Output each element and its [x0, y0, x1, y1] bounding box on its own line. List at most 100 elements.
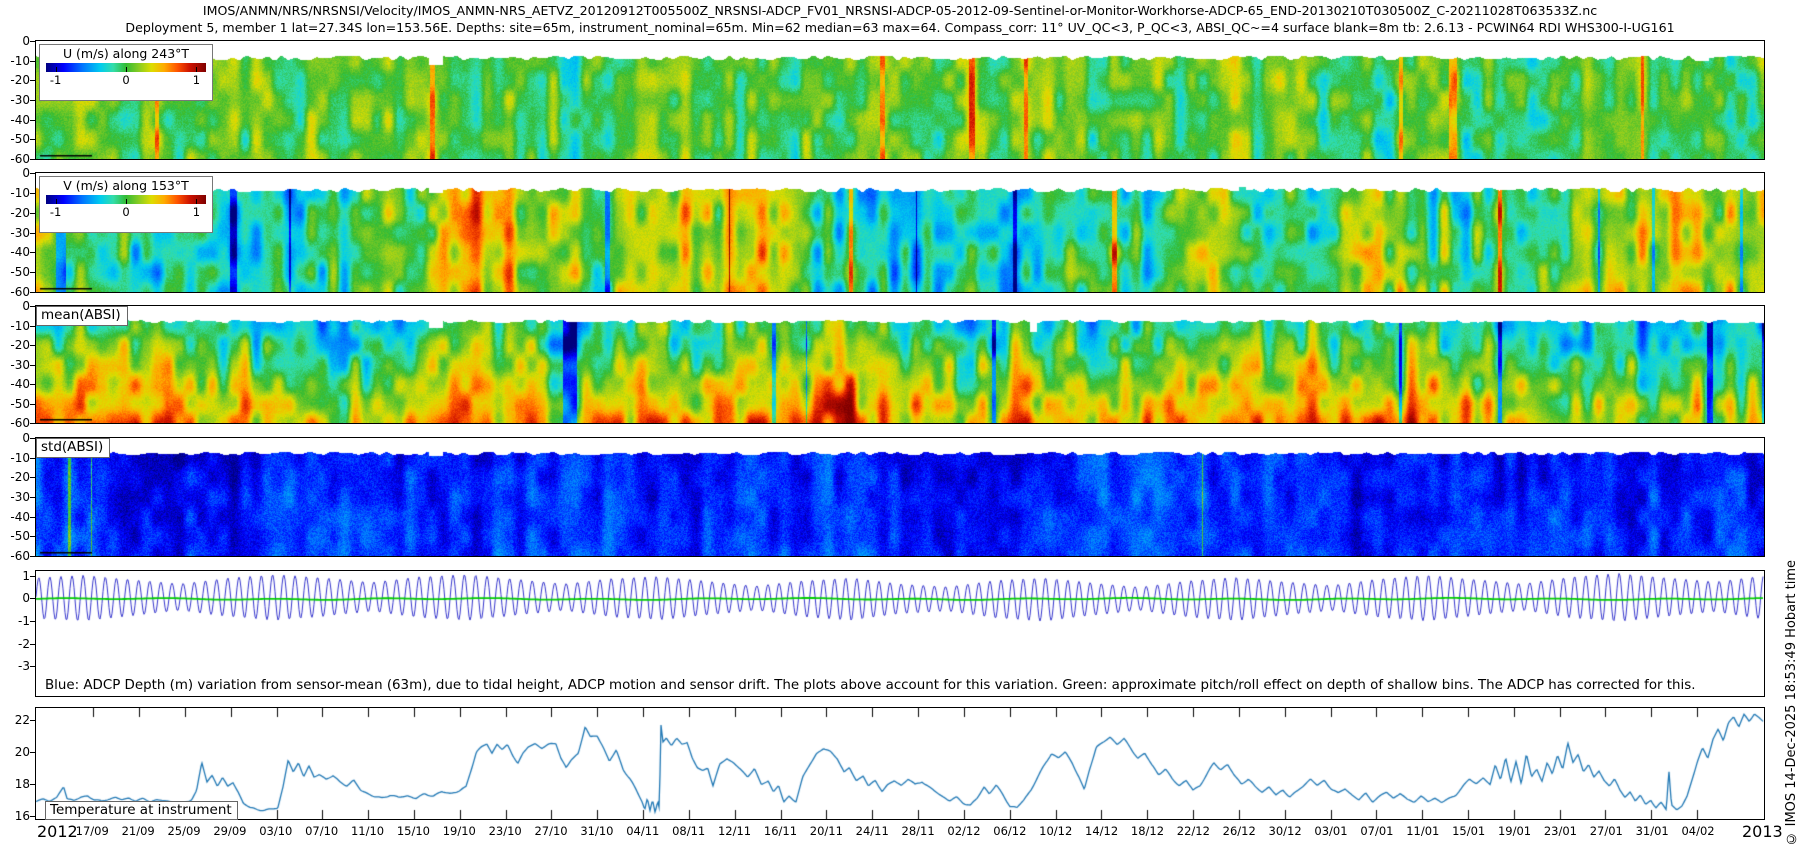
panel-temperature: Temperature at instrument [35, 707, 1765, 820]
y-tick-label: -60 [10, 152, 30, 166]
v-colorbar [46, 195, 206, 204]
depth-variation-line-chart [36, 571, 1764, 696]
y-tick-mark [30, 325, 35, 327]
y-tick-label: 0 [22, 166, 30, 180]
x-tick-label: 27/10 [534, 824, 568, 838]
y-tick-mark [30, 438, 35, 439]
depth-variation-caption: Blue: ADCP Depth (m) variation from sens… [45, 678, 1696, 693]
y-tick-mark [30, 345, 35, 346]
y-tick-label: -10 [10, 185, 30, 200]
y-tick-mark [30, 516, 35, 518]
y-tick-mark [30, 556, 35, 557]
y-tick-mark [30, 536, 35, 538]
y-tick-mark [30, 159, 35, 160]
y-tick-mark [30, 384, 35, 385]
y-tick-label: -10 [10, 318, 30, 333]
colorbar-tick-mark [55, 199, 57, 204]
x-tick-label: 02/12 [947, 824, 981, 838]
x-tick-label: 10/12 [1039, 824, 1073, 838]
x-tick-label: 12/11 [717, 824, 752, 838]
year-label-start: 2012 [37, 822, 78, 841]
x-tick-label: 19/10 [442, 824, 476, 838]
y-tick-mark [30, 666, 35, 668]
y-tick-mark [30, 306, 35, 307]
y-tick-mark [30, 41, 35, 42]
y-tick-mark [30, 272, 35, 274]
y-tick-label: 16 [14, 808, 30, 823]
panel-mean-absi: mean(ABSI) [35, 305, 1765, 424]
y-tick-label: -30 [10, 93, 30, 107]
y-tick-mark [30, 497, 35, 498]
y-tick-label: -40 [10, 245, 30, 260]
x-tick-label: 20/11 [809, 824, 843, 838]
y-tick-label: -20 [10, 205, 30, 220]
imos-watermark: © IMOS 14-Dec-2025 18:53:49 Hobart time [1784, 560, 1799, 846]
x-tick-label: 21/09 [121, 824, 155, 838]
x-tick-label: 25/09 [167, 824, 201, 838]
colorbar-tick-label: -1 [49, 205, 62, 219]
y-tick-label: -50 [10, 132, 30, 147]
x-tick-label: 06/12 [993, 824, 1027, 838]
year-label-end: 2013 [1742, 822, 1783, 841]
y-tick-label: -30 [10, 357, 30, 372]
x-tick-label: 11/10 [350, 824, 385, 838]
y-tick-mark [30, 719, 35, 721]
y-tick-label: -1 [18, 614, 30, 628]
y-tick-label: -50 [10, 529, 30, 544]
y-tick-label: -10 [10, 450, 30, 465]
y-tick-label: -60 [10, 285, 30, 299]
y-tick-mark [30, 212, 35, 214]
y-tick-label: -20 [10, 338, 30, 352]
y-tick-mark [30, 139, 35, 141]
temperature-label: Temperature at instrument [45, 801, 238, 820]
y-tick-label: -2 [18, 636, 30, 651]
y-tick-mark [30, 621, 35, 622]
v-colorbar-legend: V (m/s) along 153°T -1 0 1 [39, 176, 213, 233]
x-tick-label: 07/10 [305, 824, 339, 838]
y-tick-mark [30, 292, 35, 293]
x-tick-label: 30/12 [1268, 824, 1302, 838]
x-tick-label: 11/01 [1406, 824, 1440, 838]
y-tick-mark [30, 643, 35, 645]
y-tick-label: -3 [18, 659, 30, 674]
y-tick-label: -50 [10, 265, 30, 280]
u-colorbar-ticks: -1 0 1 [46, 72, 206, 87]
x-tick-label: 26/12 [1222, 824, 1256, 838]
colorbar-tick-label: 1 [192, 73, 201, 87]
panel-depth-variation: Blue: ADCP Depth (m) variation from sens… [35, 570, 1765, 697]
x-tick-label: 29/09 [213, 824, 247, 838]
mean-absi-label: mean(ABSI) [36, 306, 128, 326]
x-tick-label: 14/12 [1085, 824, 1119, 838]
y-tick-label: 22 [14, 712, 30, 727]
temperature-line-chart [36, 708, 1764, 819]
colorbar-tick-mark [55, 67, 57, 72]
x-tick-label: 31/10 [580, 824, 614, 838]
y-tick-label: 0 [22, 299, 30, 313]
x-tick-label: 27/01 [1589, 824, 1623, 838]
x-tick-label: 28/11 [901, 824, 935, 838]
y-tick-mark [30, 119, 35, 121]
v-velocity-heatmap [36, 173, 1764, 292]
x-tick-label: 04/02 [1681, 824, 1715, 838]
x-tick-label: 31/01 [1635, 824, 1669, 838]
y-tick-mark [30, 423, 35, 424]
x-tick-label: 03/10 [259, 824, 293, 838]
colorbar-tick-mark [196, 199, 198, 204]
y-tick-label: -20 [10, 470, 30, 485]
y-tick-label: 0 [22, 591, 30, 606]
colorbar-tick-mark [196, 67, 198, 72]
y-tick-mark [30, 575, 35, 577]
mean-absi-heatmap [36, 306, 1764, 423]
colorbar-tick-label: 0 [122, 73, 130, 87]
y-tick-mark [30, 192, 35, 194]
x-tick-label: 18/12 [1130, 824, 1165, 838]
std-absi-label: std(ABSI) [36, 438, 111, 458]
panel-u-velocity: U (m/s) along 243°T -1 0 1 [35, 40, 1765, 160]
colorbar-tick-mark [126, 199, 127, 204]
y-tick-label: -40 [10, 509, 30, 524]
y-tick-label: -40 [10, 112, 30, 127]
y-tick-label: -60 [10, 549, 30, 563]
panel-v-velocity: V (m/s) along 153°T -1 0 1 [35, 172, 1765, 293]
colorbar-tick-label: 1 [192, 205, 201, 219]
std-absi-heatmap [36, 438, 1764, 556]
